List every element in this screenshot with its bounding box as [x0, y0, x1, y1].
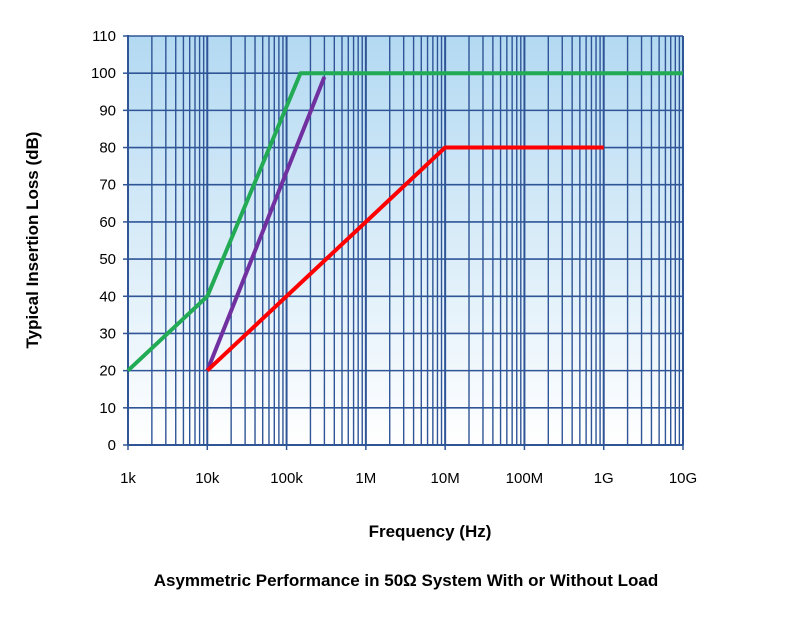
x-tick-label: 10G	[669, 470, 697, 487]
y-tick-label: 0	[108, 437, 116, 454]
x-tick-label: 10M	[431, 470, 460, 487]
y-tick-label: 110	[92, 28, 116, 45]
series-line-1	[126, 71, 683, 373]
y-axis-title: Typical Insertion Loss (dB)	[23, 132, 42, 349]
x-tick-label: 1M	[355, 470, 376, 487]
y-tick-label: 80	[99, 140, 116, 157]
minor-gridlines	[151, 36, 681, 445]
y-tick-label: 70	[99, 177, 116, 194]
y-tick-label: 10	[99, 400, 116, 417]
x-tick-label: 10k	[195, 470, 220, 487]
x-axis-title: Frequency (Hz)	[369, 522, 492, 541]
series-line-2	[205, 76, 327, 372]
y-tick-label: 20	[99, 363, 116, 380]
series-line-3	[205, 145, 604, 373]
x-tick-label: 1G	[594, 470, 614, 487]
x-tick-labels: 1k 10k 100k 1M 10M 100M 1G 10G	[120, 470, 697, 487]
series-layer	[126, 71, 683, 373]
chart-caption: Asymmetric Performance in 50Ω System Wit…	[153, 571, 659, 590]
plot-area	[128, 36, 683, 445]
y-tick-label: 40	[99, 288, 116, 305]
x-tick-label: 1k	[120, 470, 136, 487]
y-tick-labels: 0 10 20 30 40 50 60 70 80 90 100 110	[91, 28, 116, 454]
y-tick-label: 100	[91, 65, 116, 82]
axes	[123, 35, 684, 450]
y-tick-label: 60	[99, 214, 116, 231]
y-tick-label: 90	[99, 102, 116, 119]
y-tick-label: 50	[99, 251, 116, 268]
x-tick-label: 100k	[270, 470, 303, 487]
x-tick-label: 100M	[506, 470, 544, 487]
y-tick-label: 30	[99, 325, 116, 342]
